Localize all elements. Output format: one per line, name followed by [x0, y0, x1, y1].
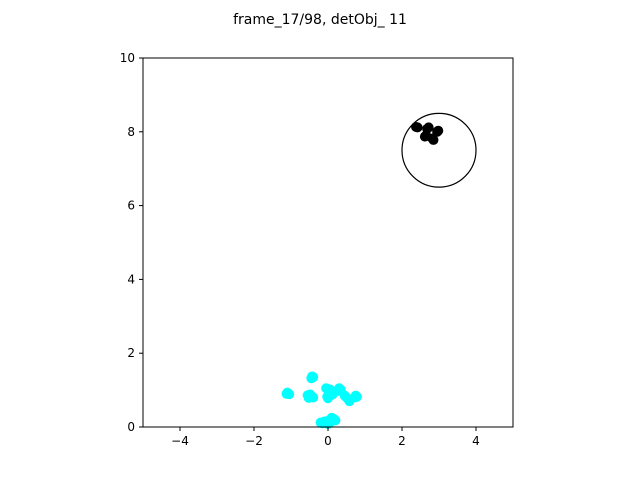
scatter-point	[325, 416, 336, 427]
y-tick-label: 10	[120, 51, 135, 65]
scatter-point	[412, 122, 423, 133]
x-tick-label: −2	[245, 434, 263, 448]
y-tick-label: 4	[127, 272, 135, 286]
axes: −4 −2 0 2 4 0 2 4 6 8 10	[120, 51, 480, 448]
y-tick-label: 0	[127, 420, 135, 434]
chart-title: frame_17/98, detObj_ 11	[233, 12, 407, 28]
scatter-point	[428, 134, 439, 145]
scatter-point	[349, 392, 360, 403]
x-tick-label: −4	[171, 434, 189, 448]
x-tick-label: 2	[398, 434, 406, 448]
y-tick-label: 8	[127, 125, 135, 139]
scatter-point	[308, 372, 319, 383]
scatter-point	[281, 388, 292, 399]
scatter-point	[303, 392, 314, 403]
x-tick-label: 4	[472, 434, 480, 448]
region-circle	[401, 112, 477, 188]
plot-area	[281, 112, 477, 430]
x-tick-label: 0	[324, 434, 332, 448]
scatter-point	[432, 126, 443, 137]
y-tick-label: 6	[127, 199, 135, 213]
y-tick-label: 2	[127, 346, 135, 360]
